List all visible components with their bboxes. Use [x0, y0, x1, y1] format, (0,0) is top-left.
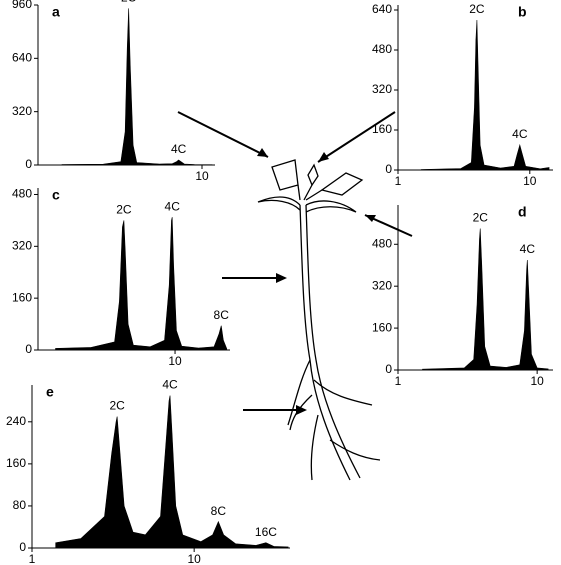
y-tick-label: 320 — [12, 238, 32, 252]
y-tick-label: 480 — [372, 42, 392, 56]
y-tick-label: 0 — [25, 157, 32, 171]
peak-label: 8C — [211, 504, 227, 518]
x-tick-label: 1 — [395, 174, 402, 188]
y-tick-label: 480 — [12, 187, 32, 201]
x-tick-label: 10 — [168, 354, 182, 368]
panel-label: a — [52, 4, 60, 20]
arrow-head — [257, 148, 268, 157]
panel-label: b — [518, 4, 527, 20]
histogram — [420, 19, 550, 171]
x-tick-label: 1 — [395, 374, 402, 388]
y-tick-label: 320 — [372, 82, 392, 96]
x-tick-label: 1 — [29, 552, 36, 565]
peak-label: 2C — [116, 203, 132, 217]
peak-label: 2C — [109, 399, 125, 413]
x-tick-label: 10 — [195, 169, 209, 183]
histogram — [422, 228, 549, 371]
peak-label: 4C — [171, 142, 187, 156]
panel-label: d — [518, 204, 527, 220]
arrow-head — [318, 152, 329, 162]
histogram — [55, 217, 228, 351]
y-tick-label: 0 — [25, 342, 32, 356]
y-tick-label: 480 — [372, 236, 392, 250]
arrow — [177, 111, 269, 158]
panel-label: e — [46, 384, 54, 400]
histogram — [61, 8, 213, 166]
x-tick-label: 10 — [187, 552, 201, 565]
arrow-head — [365, 215, 376, 222]
y-tick-label: 0 — [19, 540, 26, 554]
y-tick-label: 80 — [13, 498, 27, 512]
y-tick-label: 160 — [6, 456, 26, 470]
y-tick-label: 640 — [372, 2, 392, 16]
y-tick-label: 0 — [385, 162, 392, 176]
peak-label: 4C — [162, 378, 178, 392]
peak-label: 2C — [469, 2, 485, 16]
panel-label: c — [52, 187, 60, 203]
arrow-head — [276, 273, 287, 283]
y-tick-label: 0 — [385, 362, 392, 376]
x-tick-label: 10 — [530, 374, 544, 388]
y-tick-label: 320 — [372, 278, 392, 292]
arrow — [317, 111, 396, 163]
histogram — [55, 395, 289, 549]
y-tick-label: 320 — [12, 104, 32, 118]
plant-diagram — [177, 111, 413, 481]
arrow-head — [296, 405, 307, 415]
peak-label: 4C — [520, 242, 536, 256]
y-tick-label: 160 — [372, 122, 392, 136]
x-tick-label: 10 — [523, 174, 537, 188]
peak-label: 4C — [512, 127, 528, 141]
y-tick-label: 640 — [12, 51, 32, 65]
peak-label: 2C — [473, 211, 489, 225]
y-tick-label: 960 — [12, 0, 32, 11]
peak-label: 8C — [214, 308, 230, 322]
y-tick-label: 160 — [372, 320, 392, 334]
peak-label: 4C — [165, 199, 181, 213]
y-tick-label: 240 — [6, 414, 26, 428]
peak-label: 2C — [121, 0, 137, 5]
y-tick-label: 160 — [12, 290, 32, 304]
peak-label: 16C — [255, 525, 277, 539]
